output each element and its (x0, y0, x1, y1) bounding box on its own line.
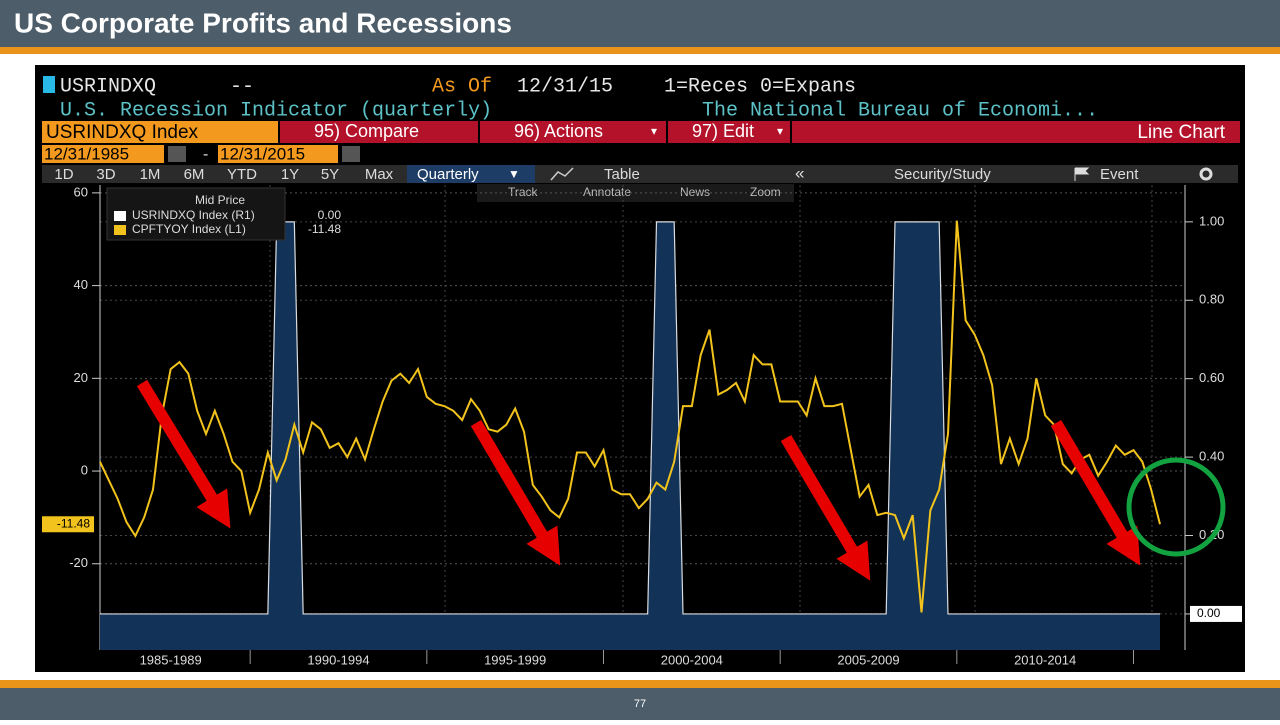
chart-tool[interactable]: Zoom (750, 185, 781, 199)
ticker-dash: -- (230, 75, 254, 98)
profit-line (99, 220, 1161, 613)
as-of-date: 12/31/15 (517, 75, 613, 98)
annotation-arrow (470, 419, 561, 566)
menu-bar (280, 121, 1240, 143)
footer-stripe (0, 680, 1280, 688)
legend-swatch (114, 211, 126, 221)
last-value-tag (1190, 605, 1242, 622)
y-tick-label: 0 (81, 462, 88, 477)
y-tick-label: 20 (74, 370, 88, 385)
period-button[interactable]: 3D (96, 166, 115, 183)
annotation-circle (1126, 457, 1226, 557)
start-date-box[interactable] (42, 145, 164, 163)
period-button[interactable]: 1Y (281, 166, 299, 183)
as-of-label: As Of (432, 75, 492, 98)
frequency-caret: ▼ (508, 167, 520, 181)
toolbar (42, 165, 1238, 183)
back-button[interactable]: « (795, 163, 804, 182)
annotation-arrow (1050, 419, 1141, 566)
settings-icon[interactable] (1199, 167, 1213, 181)
legend (106, 187, 286, 241)
frequency-box[interactable] (407, 165, 535, 183)
y2-tick-label: 0.80 (1199, 292, 1224, 307)
y-tick-label: 40 (74, 277, 88, 292)
y2-tick-label: 0.40 (1199, 449, 1224, 464)
end-date: 12/31/2015 (220, 144, 305, 163)
period-button[interactable]: Max (365, 166, 394, 183)
chart-tool[interactable]: News (680, 185, 710, 199)
table-button[interactable]: Table (604, 166, 640, 183)
legend-value: -11.48 (308, 222, 341, 236)
menu-sep (478, 121, 480, 143)
x-tick-label: 2000-2004 (661, 652, 723, 667)
menu-actions[interactable]: 96) Actions (514, 121, 603, 141)
menu-compare[interactable]: 95) Compare (314, 121, 419, 141)
y-tick-label: 60 (74, 184, 88, 199)
annotation-arrow (780, 434, 871, 581)
view-name: Line Chart (1137, 122, 1225, 143)
period-button[interactable]: 5Y (321, 166, 339, 183)
menu-sep (790, 121, 792, 143)
period-button[interactable]: 1M (140, 166, 161, 183)
last-value-tag (42, 516, 94, 533)
calendar-icon[interactable] (168, 146, 186, 162)
legend-name: USRINDXQ Index (R1) (132, 208, 255, 222)
x-tick-label: 2010-2014 (1014, 652, 1076, 667)
ticker: USRINDXQ (60, 75, 156, 98)
legend-value: 0.00 (318, 208, 342, 222)
y2-tick-label: 0.60 (1199, 370, 1224, 385)
x-tick-label: 1985-1989 (140, 652, 202, 667)
title-stripe (0, 47, 1280, 54)
start-date: 12/31/1985 (44, 144, 129, 163)
ticker-marker (43, 76, 55, 93)
x-axis-strip (35, 650, 1245, 672)
legend-title: Mid Price (195, 193, 245, 207)
legend-swatch (114, 225, 126, 235)
recession-area (100, 221, 1160, 650)
calendar-icon[interactable] (342, 146, 360, 162)
x-tick-label: 1990-1994 (307, 652, 369, 667)
menu-caret: ▾ (777, 124, 783, 138)
security-study[interactable]: Security/Study (894, 166, 991, 183)
period-button[interactable]: YTD (227, 166, 257, 183)
footer-bar (0, 688, 1280, 720)
last-value-label: 0.00 (1197, 606, 1221, 620)
source: The National Bureau of Economi... (702, 99, 1098, 122)
menu-sep (666, 121, 668, 143)
end-date-box[interactable] (218, 145, 338, 163)
frequency: Quarterly (417, 166, 479, 183)
slide-title: US Corporate Profits and Recessions (14, 7, 512, 38)
plot-area (100, 185, 1185, 650)
indicator-key: 1=Reces 0=Expans (664, 75, 856, 98)
x-tick-label: 2005-2009 (837, 652, 899, 667)
flag-icon (1074, 167, 1090, 181)
security: USRINDXQ Index (46, 122, 199, 143)
last-value-label: -11.48 (57, 516, 90, 530)
period-button[interactable]: 1D (54, 166, 73, 183)
description: U.S. Recession Indicator (quarterly) (60, 99, 492, 122)
annotation-arrow (136, 379, 231, 529)
chart-tool[interactable]: Annotate (583, 185, 631, 199)
event-button[interactable]: Event (1100, 166, 1139, 183)
date-sep: - (203, 146, 208, 163)
chart-tool[interactable]: Track (508, 185, 539, 199)
security-box[interactable] (42, 121, 278, 143)
chart-icon[interactable] (550, 167, 574, 181)
period-button[interactable]: 6M (184, 166, 205, 183)
page-number: 77 (634, 698, 646, 710)
title-bar (0, 0, 1280, 47)
menu-caret: ▾ (651, 124, 657, 138)
y2-tick-label: 1.00 (1199, 213, 1224, 228)
legend-name: CPFTYOY Index (L1) (132, 222, 246, 236)
x-tick-label: 1995-1999 (484, 652, 546, 667)
menu-edit[interactable]: 97) Edit (692, 121, 754, 141)
y-tick-label: -20 (69, 555, 88, 570)
